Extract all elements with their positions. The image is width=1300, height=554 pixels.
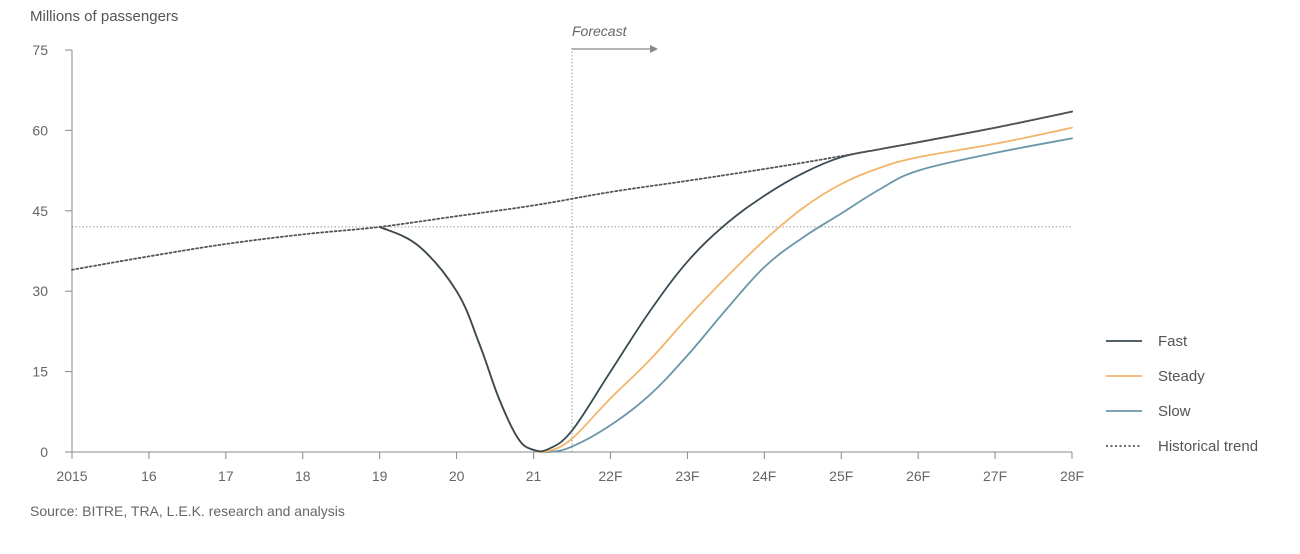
forecast-annotation-label: Forecast <box>572 23 628 39</box>
x-tick-label: 27F <box>983 468 1007 484</box>
y-tick-label: 15 <box>32 364 48 380</box>
y-axis-label: Millions of passengers <box>30 8 178 25</box>
y-tick-label: 0 <box>40 444 48 460</box>
x-tick-label: 26F <box>906 468 930 484</box>
x-tick-label: 2015 <box>56 468 87 484</box>
x-tick-label: 18 <box>295 468 311 484</box>
x-tick-label: 16 <box>141 468 157 484</box>
y-tick-label: 75 <box>32 42 48 58</box>
axes: 0 15 30 45 60 75 2015 16 17 18 19 20 21 22F 23F 24F 25F 2… <box>32 42 1084 484</box>
x-tick-label: 19 <box>372 468 388 484</box>
x-tick-label: 28F <box>1060 468 1084 484</box>
y-tick-label: 45 <box>32 203 48 219</box>
x-tick-label: 23F <box>675 468 699 484</box>
series-line-slow <box>378 137 1073 454</box>
forecast-arrow-head <box>650 45 658 53</box>
x-tick-label: 22F <box>598 468 622 484</box>
y-tick-label: 30 <box>32 283 48 299</box>
legend: Fast Steady Slow Historical trend <box>1106 333 1258 455</box>
x-tick-label: 24F <box>752 468 776 484</box>
series-line-steady <box>378 126 1073 453</box>
legend-label-steady: Steady <box>1158 368 1205 385</box>
legend-label-historical-trend: Historical trend <box>1158 438 1258 455</box>
x-tick-label: 17 <box>218 468 234 484</box>
series-line-fast <box>378 110 1073 453</box>
series-lines <box>71 110 1073 454</box>
reference-lines <box>72 45 1072 452</box>
legend-label-fast: Fast <box>1158 333 1188 350</box>
y-tick-label: 60 <box>32 122 48 138</box>
x-tick-label: 21 <box>526 468 542 484</box>
source-note: Source: BITRE, TRA, L.E.K. research and … <box>30 503 345 519</box>
series-line-historical-trend <box>71 110 1073 271</box>
x-tick-label: 25F <box>829 468 853 484</box>
legend-label-slow: Slow <box>1158 403 1191 420</box>
x-tick-label: 20 <box>449 468 465 484</box>
